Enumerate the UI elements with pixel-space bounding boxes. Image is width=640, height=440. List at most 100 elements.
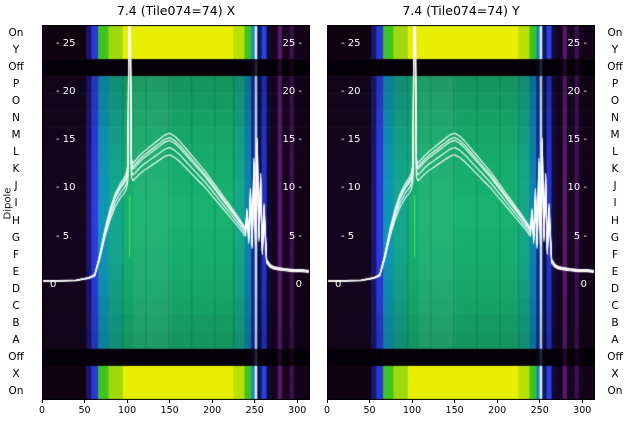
power-tick-left-15: - 15 (341, 134, 361, 146)
x-tick-mark-150 (169, 400, 171, 403)
row-label-left-18-A: A (12, 333, 20, 346)
x-tick-mark-50 (84, 400, 86, 403)
power-tick-right-20: 20 - (567, 86, 587, 98)
row-label-right-0-On: On (607, 27, 623, 39)
x-tick-mark-250 (254, 400, 256, 403)
row-label-right-18-A: A (611, 333, 619, 346)
heatmap-canvas-x (42, 25, 310, 400)
row-label-left-6-M: M (11, 129, 21, 142)
row-label-right-11-H: H (611, 214, 619, 227)
row-label-right-12-G: G (610, 231, 620, 244)
row-label-left-5-N: N (12, 112, 20, 125)
x-tick-mark-100 (126, 400, 128, 403)
x-tick-label-50: 50 (78, 405, 91, 416)
row-label-left-15-D: D (11, 282, 21, 295)
x-tick-label-300: 300 (573, 405, 592, 416)
x-tick-label-50: 50 (363, 405, 376, 416)
power-tick-left-10: - 10 (56, 182, 76, 194)
x-tick-label-300: 300 (288, 405, 307, 416)
panel-title-x: 7.4 (Tile074=74) X (116, 3, 236, 18)
power-tick-left-25: - 25 (56, 38, 76, 50)
panel-title-y: 7.4 (Tile074=74) Y (402, 3, 520, 18)
row-label-left-14-E: E (12, 265, 20, 278)
panel-y: 7.4 (Tile074=74) Y - 25 25 - - 20 20 - - 15 1… (324, 3, 595, 416)
panel-x: 7.4 (Tile074=74) X - 25 25 - - 20 20 - - 15 1… (39, 3, 310, 416)
power-tick-right-5: 5 - (573, 230, 587, 242)
row-label-right-16-C: C (611, 299, 619, 312)
row-label-left-21-On: On (8, 384, 24, 397)
x-tick-mark-200 (496, 400, 498, 403)
row-label-right-17-B: B (611, 316, 619, 329)
row-label-right-1-Y: Y (611, 44, 619, 57)
x-tick-mark-100 (411, 400, 413, 403)
row-label-left-20-X: X (12, 367, 20, 380)
x-tick-label-0: 0 (38, 405, 46, 416)
power-tick-left-10: - 10 (341, 182, 361, 194)
x-tick-mark-0 (41, 400, 43, 403)
row-label-left-19-Off: Off (8, 350, 24, 363)
power-tick-left-20: - 20 (56, 86, 76, 98)
row-label-right-19-Off: Off (607, 350, 623, 363)
x-tick-label-200: 200 (203, 405, 222, 416)
power-tick-left-15: - 15 (56, 134, 76, 146)
row-label-right-8-K: K (611, 163, 619, 176)
power-tick-right-5: 5 - (288, 230, 302, 242)
x-tick-mark-300 (296, 400, 298, 403)
power-tick-left-0: 0 (50, 278, 57, 290)
row-label-right-20-X: X (611, 367, 619, 380)
power-tick-left-5: - 5 (341, 230, 355, 242)
x-tick-label-250: 250 (530, 405, 549, 416)
power-tick-left-5: - 5 (56, 230, 70, 242)
x-tick-mark-150 (454, 400, 456, 403)
power-tick-left-0: 0 (335, 278, 342, 290)
row-label-right-13-F: F (611, 248, 619, 261)
row-label-right-7-L: L (612, 146, 618, 159)
row-label-left-12-G: G (11, 231, 21, 244)
power-tick-right-15: 15 - (567, 134, 587, 146)
row-label-right-6-M: M (610, 129, 620, 142)
row-label-left-0-On: On (8, 27, 24, 39)
x-tick-mark-200 (211, 400, 213, 403)
row-label-left-10-I: I (14, 197, 18, 210)
x-tick-mark-300 (581, 400, 583, 403)
row-label-left-7-L: L (13, 146, 19, 159)
row-label-left-2-Off: Off (8, 61, 24, 74)
row-label-left-1-Y: Y (12, 44, 20, 57)
row-label-right-3-P: P (611, 78, 619, 91)
x-tick-label-200: 200 (488, 405, 507, 416)
row-label-left-16-C: C (12, 299, 20, 312)
row-label-left-8-K: K (12, 163, 20, 176)
row-label-right-15-D: D (610, 282, 620, 295)
x-tick-mark-250 (539, 400, 541, 403)
row-label-right-9-J: J (613, 180, 617, 193)
power-tick-right-25: 25 - (282, 38, 302, 50)
power-tick-right-25: 25 - (567, 38, 587, 50)
row-label-right-4-O: O (610, 95, 620, 108)
row-label-right-5-N: N (611, 112, 619, 125)
x-tick-label-150: 150 (160, 405, 179, 416)
x-tick-label-100: 100 (403, 405, 422, 416)
heatmap-canvas-y (327, 25, 595, 400)
power-tick-left-25: - 25 (341, 38, 361, 50)
row-labels-right: On Y Off P O N M L K J I H G F E D C B A Off X On (597, 0, 633, 440)
x-tick-label-250: 250 (245, 405, 264, 416)
power-tick-right-20: 20 - (282, 86, 302, 98)
row-label-left-9-J: J (14, 180, 18, 193)
power-tick-right-0: 0 (295, 278, 302, 290)
x-tick-mark-0 (326, 400, 328, 403)
row-label-left-13-F: F (12, 248, 20, 261)
row-label-right-2-Off: Off (607, 61, 623, 74)
x-tick-mark-50 (369, 400, 371, 403)
row-label-left-11-H: H (12, 214, 20, 227)
x-tick-label-0: 0 (323, 405, 331, 416)
row-label-left-4-O: O (11, 95, 21, 108)
x-tick-label-100: 100 (118, 405, 137, 416)
row-label-left-3-P: P (12, 78, 20, 91)
power-tick-right-0: 0 (580, 278, 587, 290)
power-tick-right-15: 15 - (282, 134, 302, 146)
row-label-right-21-On: On (607, 384, 623, 397)
x-tick-label-150: 150 (445, 405, 464, 416)
row-label-right-14-E: E (611, 265, 619, 278)
row-label-left-17-B: B (12, 316, 20, 329)
